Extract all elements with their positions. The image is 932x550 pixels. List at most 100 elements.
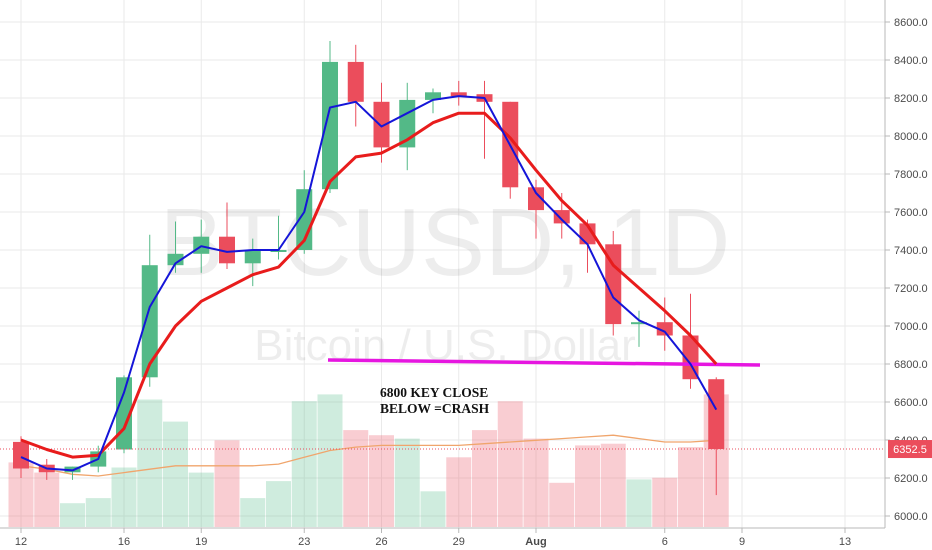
candle-body — [244, 250, 261, 264]
grid — [0, 0, 885, 528]
candle[interactable] — [373, 82, 390, 163]
candle-body — [167, 253, 184, 266]
time-tick-label: Aug — [525, 536, 546, 548]
price-axis[interactable]: 8600.0 8400.0 8200.0 8000.0 7800.0 7600.0 7400… — [884, 0, 932, 550]
volume-bar — [575, 445, 600, 527]
candle[interactable] — [219, 202, 235, 270]
price-tick-label: 6000.0 — [894, 511, 928, 523]
candle[interactable] — [244, 238, 261, 287]
candles[interactable] — [13, 41, 725, 496]
volume-bar — [111, 467, 137, 527]
annotation-line-1: 6800 KEY CLOSE — [380, 385, 489, 400]
price-axis-bg — [885, 0, 932, 550]
volume-bar — [472, 430, 497, 527]
candle[interactable] — [682, 293, 699, 389]
last-price-tag-bg — [888, 440, 932, 459]
volume-bar — [678, 447, 703, 527]
time-tick-label: 26 — [375, 536, 387, 548]
candle-body — [656, 322, 673, 336]
watermark-symbol: BTCUSD, 1D — [160, 189, 731, 296]
candle-body — [708, 379, 725, 450]
candle-body — [605, 244, 622, 325]
time-tick-label: 9 — [739, 536, 745, 548]
last-price-tag: 6352.5 — [888, 440, 932, 459]
candle[interactable] — [450, 80, 467, 106]
volume-bar — [394, 438, 420, 527]
price-tick-label: 7800.0 — [894, 169, 928, 181]
time-tick-label: 29 — [453, 536, 465, 548]
time-tick-label: 12 — [15, 536, 27, 548]
chart-annotation: 6800 KEY CLOSE BELOW =CRASH — [380, 385, 489, 417]
candle[interactable] — [502, 101, 519, 199]
moving-averages — [0, 95, 885, 472]
volume-bar — [549, 482, 575, 527]
last-price-tag-text: 6352.5 — [893, 444, 927, 456]
candle-body — [631, 322, 647, 325]
time-tick-label: 16 — [118, 536, 130, 548]
volume-bar — [523, 438, 549, 527]
price-tick-label: 6600.0 — [894, 397, 928, 409]
price-tick-label: 6200.0 — [894, 473, 928, 485]
volume-bar — [214, 440, 240, 527]
annotation-line-2: BELOW =CRASH — [380, 401, 490, 416]
candle-body — [579, 223, 596, 245]
volume-bar — [600, 443, 626, 527]
volume-ma-line — [20, 434, 717, 477]
candle-body — [219, 236, 235, 264]
candle-body — [322, 61, 338, 190]
candle[interactable] — [322, 41, 338, 193]
volume-bar — [240, 498, 266, 527]
volume-bar — [60, 503, 85, 527]
volume-bars — [8, 394, 729, 527]
candle-body — [553, 210, 570, 224]
candle-body — [373, 101, 390, 148]
volume-bar — [369, 435, 394, 527]
volume-bar — [497, 401, 523, 527]
slow-moving-average-line — [20, 111, 718, 459]
candle[interactable] — [631, 310, 647, 347]
volume-bar — [188, 472, 214, 527]
candle[interactable] — [708, 377, 725, 496]
candle[interactable] — [347, 44, 364, 127]
volume-bar — [34, 472, 60, 527]
candle-body — [347, 61, 364, 102]
volume-bar — [343, 430, 369, 527]
volume-bar — [163, 421, 188, 527]
candle-body — [13, 441, 29, 469]
price-tick-label: 8600.0 — [894, 17, 928, 29]
key-level-6800-line — [327, 358, 761, 367]
volume-bar — [291, 401, 317, 527]
candle-body — [425, 92, 441, 100]
price-tick-label: 8200.0 — [894, 93, 928, 105]
candle-body — [682, 335, 699, 380]
volume-bar — [137, 399, 163, 527]
candle-body — [528, 187, 544, 211]
volume-bar — [446, 457, 472, 527]
candle-body — [450, 92, 467, 97]
volume-bar — [626, 479, 652, 527]
price-tick-label: 7200.0 — [894, 283, 928, 295]
candle-body — [141, 265, 158, 378]
time-tick-label: 23 — [298, 536, 310, 548]
price-tick-label: 7400.0 — [894, 245, 928, 257]
price-tick-label: 8000.0 — [894, 131, 928, 143]
price-tick-label: 8400.0 — [894, 55, 928, 67]
time-tick-label: 19 — [195, 536, 207, 548]
time-axis[interactable]: 12 16 19 23 26 29 Aug 6 9 13 — [0, 527, 885, 548]
price-tick-label: 7000.0 — [894, 321, 928, 333]
candle[interactable] — [528, 179, 544, 239]
candle[interactable] — [605, 231, 622, 336]
volume-bar — [85, 498, 111, 527]
candle[interactable] — [399, 82, 416, 171]
fast-moving-average-line — [20, 95, 718, 472]
time-tick-label: 13 — [839, 536, 851, 548]
volume-bar — [317, 394, 343, 527]
time-tick-label: 6 — [662, 536, 668, 548]
candle[interactable] — [656, 297, 673, 351]
price-tick-label: 7600.0 — [894, 207, 928, 219]
volume-bar — [420, 491, 446, 527]
price-tick-label: 6800.0 — [894, 359, 928, 371]
volume-bar — [266, 481, 291, 527]
volume-bar — [652, 477, 678, 527]
